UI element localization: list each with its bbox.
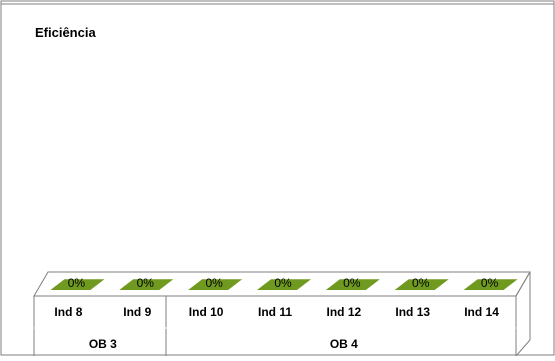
category-label-ind-9: Ind 9 bbox=[123, 305, 151, 319]
data-label-ind-10: 0% bbox=[205, 276, 223, 290]
category-label-ind-11: Ind 11 bbox=[258, 305, 292, 319]
bar-ind-8 bbox=[50, 279, 105, 290]
group-label-ob-3: OB 3 bbox=[89, 337, 117, 351]
category-label-ind-13: Ind 13 bbox=[395, 305, 430, 319]
data-label-ind-11: 0% bbox=[274, 276, 292, 290]
bar-ind-14 bbox=[463, 279, 518, 290]
category-label-ind-12: Ind 12 bbox=[327, 305, 362, 319]
data-label-ind-9: 0% bbox=[137, 276, 155, 290]
data-label-ind-12: 0% bbox=[343, 276, 361, 290]
bars-layer bbox=[50, 279, 518, 290]
data-label-ind-13: 0% bbox=[412, 276, 430, 290]
category-label-ind-10: Ind 10 bbox=[189, 305, 224, 319]
bar-ind-13 bbox=[394, 279, 449, 290]
group-label-ob-4: OB 4 bbox=[330, 337, 358, 351]
group-labels-layer: OB 3 OB 4 bbox=[89, 337, 358, 351]
bar-ind-12 bbox=[325, 279, 380, 290]
floor-right-edge bbox=[515, 271, 531, 297]
bar-ind-9 bbox=[119, 279, 174, 290]
category-labels-layer: Ind 8 Ind 9 Ind 10 Ind 11 Ind 12 Ind 13 Ind 14 bbox=[54, 305, 499, 319]
data-labels-layer: 0% 0% 0% 0% 0% 0% 0% bbox=[68, 276, 499, 290]
data-label-ind-8: 0% bbox=[68, 276, 86, 290]
category-label-ind-14: Ind 14 bbox=[464, 305, 499, 319]
table-right-3d-bottom bbox=[515, 339, 531, 357]
chart-title: Eficiência bbox=[35, 25, 96, 40]
bar-ind-10 bbox=[188, 279, 243, 290]
category-label-ind-8: Ind 8 bbox=[54, 305, 82, 319]
data-label-ind-14: 0% bbox=[481, 276, 499, 290]
bar-ind-11 bbox=[257, 279, 311, 290]
